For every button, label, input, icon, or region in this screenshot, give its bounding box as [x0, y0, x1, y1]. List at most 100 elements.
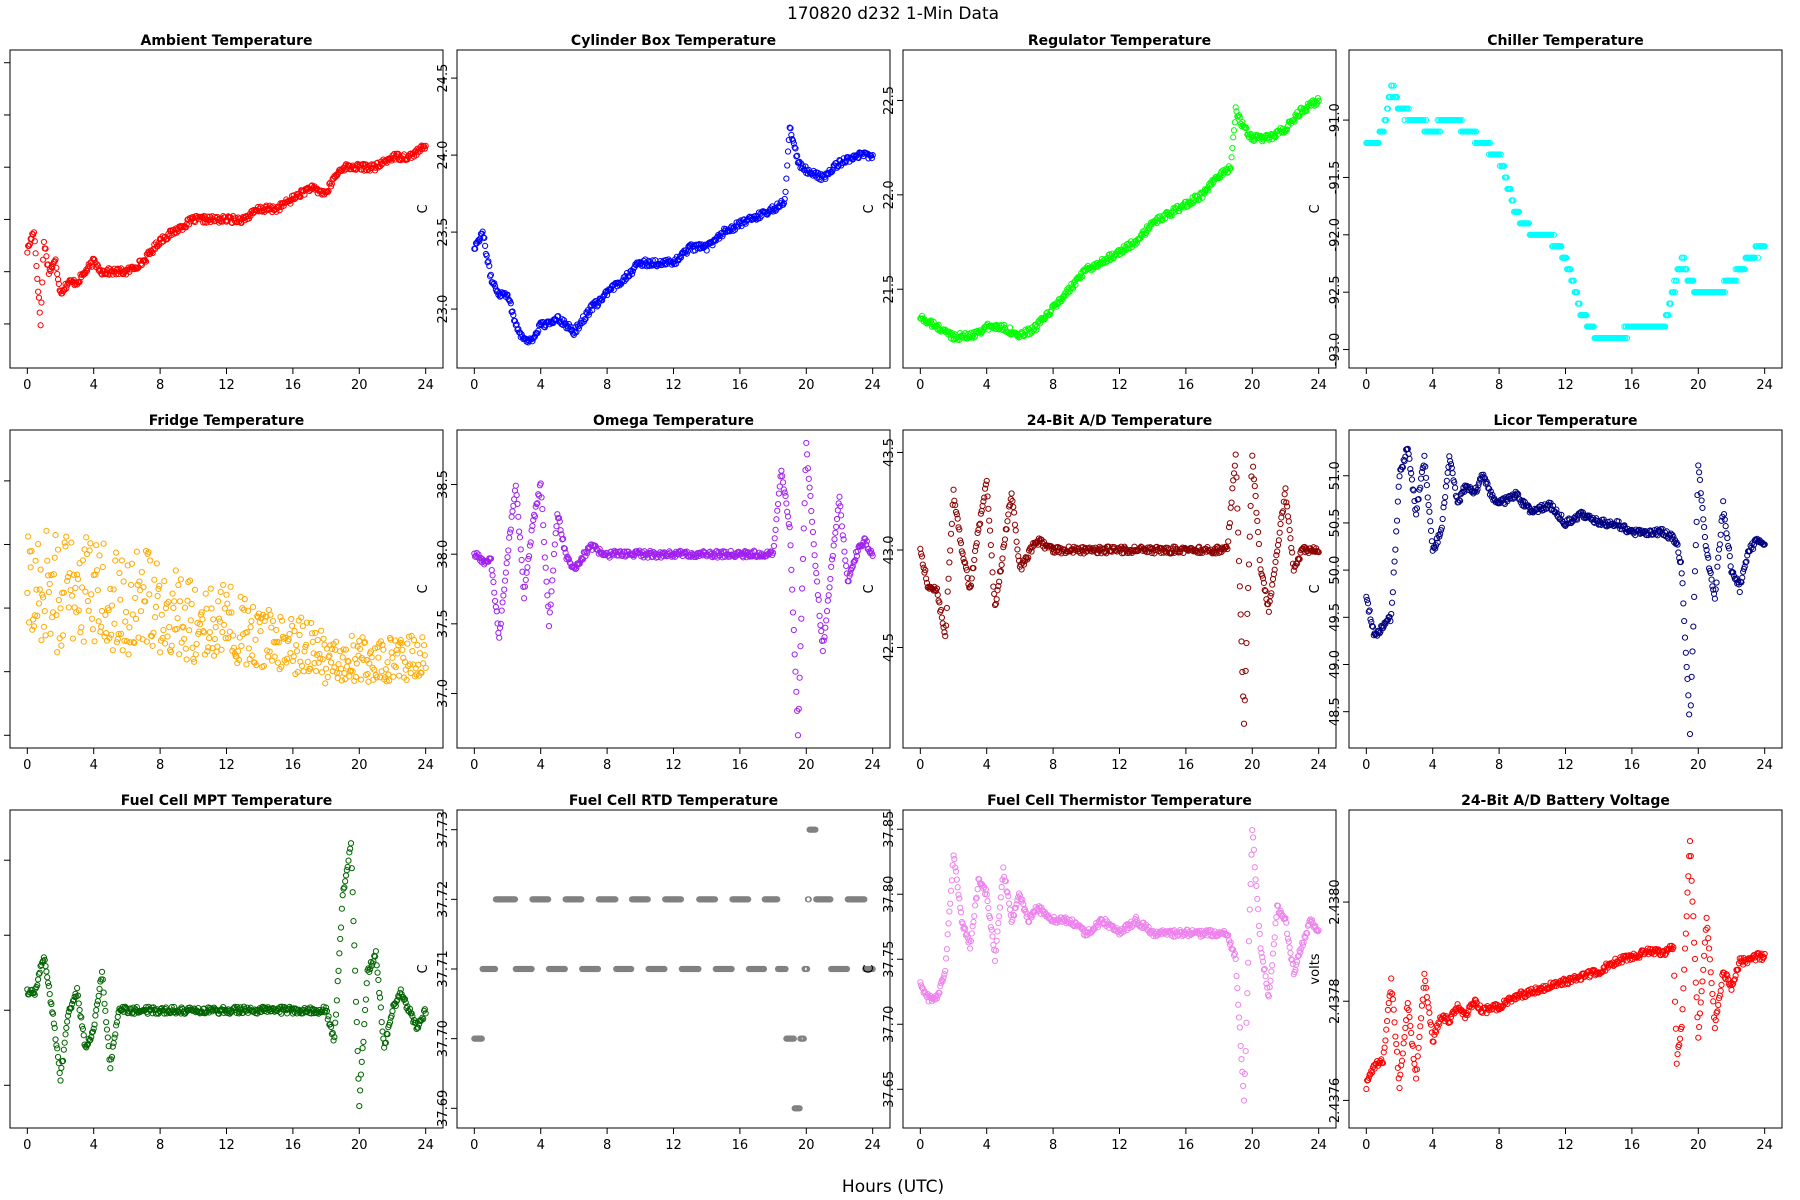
data-point	[402, 666, 409, 673]
data-point	[484, 259, 491, 266]
data-point	[207, 585, 214, 592]
data-point	[600, 292, 607, 299]
x-tick-label: 16	[732, 758, 749, 773]
x-tick-label: 4	[90, 758, 98, 773]
data-point	[1276, 529, 1283, 536]
data-point	[1417, 475, 1425, 482]
y-axis-label: C	[1308, 584, 1323, 593]
data-point	[54, 270, 61, 278]
data-point	[773, 516, 780, 523]
data-point	[541, 554, 548, 561]
data-point	[176, 598, 184, 605]
data-point	[1235, 529, 1242, 536]
data-point	[1390, 569, 1397, 576]
y-tick-label: 23.0	[436, 295, 451, 324]
panel-5: Fridge TemperatureC048121620241.151.201.…	[0, 413, 444, 773]
data-point	[504, 291, 511, 298]
y-tick-label: 23.5	[0, 309, 4, 338]
data-point	[1303, 107, 1310, 115]
x-tick-label: 24	[864, 378, 881, 393]
data-point	[676, 255, 683, 263]
data-point	[552, 530, 559, 537]
x-tick-label: 20	[1690, 758, 1707, 773]
data-point	[343, 663, 350, 670]
data-point	[384, 659, 391, 666]
data-point	[808, 507, 815, 515]
panel-grid: Ambient TemperatureC0481216202423.524.02…	[0, 33, 1783, 1153]
data-point	[1233, 474, 1240, 481]
data-point	[799, 585, 806, 592]
x-tick-label: 8	[1495, 758, 1503, 773]
data-point	[502, 569, 509, 576]
data-point	[154, 592, 161, 600]
panel-title: Fridge Temperature	[149, 413, 304, 429]
x-tick-label: 0	[916, 378, 924, 393]
data-point	[87, 540, 94, 547]
data-point	[947, 547, 954, 554]
data-point	[1426, 508, 1433, 515]
data-point	[101, 1000, 108, 1007]
data-point	[546, 609, 553, 616]
data-point	[1240, 720, 1248, 727]
data-point	[43, 527, 50, 534]
data-point	[1272, 558, 1279, 566]
data-point	[1448, 464, 1455, 472]
data-point	[1727, 563, 1734, 570]
data-point	[142, 257, 149, 264]
data-point	[291, 195, 298, 203]
data-point	[1685, 692, 1692, 699]
data-point	[517, 546, 524, 553]
data-point	[825, 592, 832, 599]
data-point	[1715, 546, 1723, 553]
data-point	[248, 618, 255, 625]
data-point	[1427, 518, 1434, 525]
data-point	[975, 526, 982, 533]
data-point	[770, 542, 778, 550]
data-point	[807, 492, 814, 500]
data-point	[76, 560, 83, 567]
y-tick-label: 43.0	[882, 536, 897, 565]
data-point	[1284, 513, 1292, 520]
data-point	[805, 475, 812, 482]
data-point	[551, 541, 558, 548]
y-tick-label: 49.5	[1328, 603, 1343, 632]
y-tick-label: 24.5	[0, 205, 4, 234]
data-point	[1230, 477, 1237, 484]
data-point	[495, 629, 502, 636]
data-point	[1439, 515, 1446, 523]
data-point	[783, 500, 790, 507]
data-point	[1001, 536, 1009, 543]
plot-frame	[9, 49, 444, 369]
data-point	[174, 615, 181, 622]
data-point	[220, 581, 227, 589]
data-point	[199, 616, 206, 623]
data-point	[823, 617, 830, 624]
data-point	[821, 634, 828, 641]
x-tick-label: 12	[1557, 758, 1574, 773]
x-tick-label: 24	[1310, 758, 1327, 773]
data-point	[353, 1018, 360, 1026]
data-point	[351, 942, 358, 949]
data-point	[1423, 482, 1431, 489]
data-point	[151, 576, 158, 583]
data-point	[212, 624, 219, 631]
data-point	[1041, 316, 1048, 323]
data-point	[394, 650, 401, 657]
data-point	[970, 334, 977, 341]
data-point	[95, 992, 102, 999]
data-point	[1013, 538, 1020, 545]
data-point	[937, 606, 945, 614]
data-point	[811, 552, 818, 559]
data-point	[628, 270, 636, 278]
x-tick-label: 12	[665, 1138, 682, 1153]
data-point	[509, 508, 516, 515]
data-point	[817, 622, 824, 629]
data-point	[288, 622, 296, 629]
data-point	[332, 1011, 340, 1018]
data-point	[52, 256, 59, 263]
plot-frame	[456, 49, 891, 369]
